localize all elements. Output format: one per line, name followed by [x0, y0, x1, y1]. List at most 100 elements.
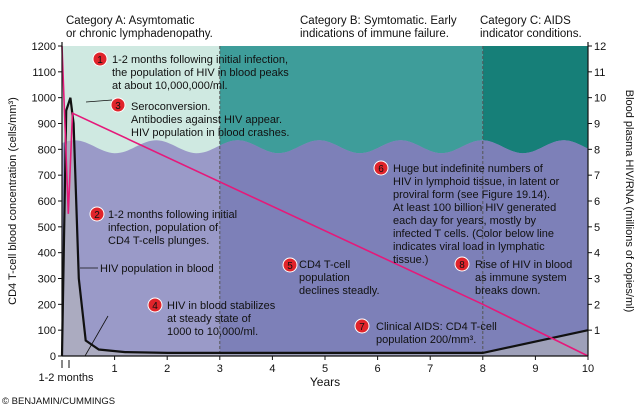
annotation-6-text: tissue.) — [393, 254, 428, 266]
annotation-4-text: HIV in blood stabilizes — [167, 300, 276, 312]
hiv-blood-line — [60, 97, 589, 357]
annotation-3-number: 3 — [115, 101, 121, 112]
annotation-2-text: infection, population of — [108, 222, 219, 234]
annotation-3-text: HIV population in blood crashes. — [131, 127, 289, 139]
x-axis-title: Years — [310, 375, 340, 389]
y-left-tick-label: 700 — [38, 170, 56, 182]
y-left-tick-label: 800 — [38, 144, 56, 156]
annotation-4-text: 1000 to 10,000/ml. — [167, 326, 258, 338]
annotation-1-number: 1 — [97, 55, 103, 66]
y-left-tick-label: 900 — [38, 119, 56, 131]
y-right-axis-title: Blood plasma HIV/RNA (millions of copies… — [623, 90, 635, 313]
annotation-8-text: as immune system — [475, 272, 567, 284]
annotation-8-number: 8 — [459, 260, 465, 271]
months-label: 1-2 months — [38, 372, 94, 384]
x-tick-label: 5 — [322, 363, 328, 375]
hiv-blood-label: HIV population in blood — [100, 263, 214, 275]
annotation-4-pointer — [84, 315, 109, 357]
y-left-tick-label: 300 — [38, 274, 56, 286]
x-tick-label: 7 — [427, 363, 433, 375]
y-left-axis-title: CD4 T-cell blood concentration (cells/mm… — [7, 97, 19, 305]
x-tick-label: 9 — [532, 363, 538, 375]
annotation-5-text: population — [299, 272, 350, 284]
annotation-4-number: 4 — [152, 301, 158, 312]
y-left-tick-label: 1200 — [32, 41, 56, 53]
annotation-8-badge — [454, 256, 470, 272]
y-right-tick-label: 4 — [594, 248, 600, 260]
y-right-tick-label: 5 — [594, 222, 600, 234]
x-tick-label: 8 — [480, 363, 486, 375]
annotation-1-text: at about 10,000,000/ml. — [112, 80, 228, 92]
y-right-tick-label: 8 — [594, 144, 600, 156]
lymphoid-tissue-band — [62, 140, 588, 356]
y-left-tick-label: 200 — [38, 299, 56, 311]
annotation-1-badge — [92, 51, 108, 67]
annotation-1-text: the population of HIV in blood peaks — [112, 67, 289, 79]
annotation-3-badge — [110, 97, 126, 113]
axes: 0 100 200 300 400 500 600 700 800 900 1000 1100 1200… — [7, 41, 635, 389]
y-left-tick-label: 100 — [38, 325, 56, 337]
annotation-6-text: At least 100 billion HIV generated — [393, 202, 556, 214]
annotation-6-text: Huge but indefinite numbers of — [393, 163, 544, 175]
annotation-6-text: HIV in lymphoid tissue, in latent or — [393, 176, 560, 188]
annotation-2-badge — [89, 206, 105, 222]
y-left-tick-label: 600 — [38, 196, 56, 208]
x-tick-label: 6 — [375, 363, 381, 375]
annotation-7-number: 7 — [359, 322, 365, 333]
y-right-tick-label: 1 — [594, 325, 600, 337]
y-left-tick-label: 0 — [50, 351, 56, 363]
category-dividers — [219, 46, 484, 356]
y-right-tick-label: 12 — [594, 41, 606, 53]
y-left-tick-label: 400 — [38, 248, 56, 260]
y-right-tick-label: 10 — [594, 93, 606, 105]
x-tick-label: 2 — [164, 363, 170, 375]
annotation-5-number: 5 — [287, 261, 293, 272]
annotation-6-text: infected T cells. (Color below line — [393, 228, 554, 240]
annotation-1-text: 1-2 months following initial infection, — [112, 54, 288, 66]
x-tick-label: 10 — [582, 363, 594, 375]
y-right-tick-label: 9 — [594, 119, 600, 131]
annotation-3-pointer — [85, 99, 113, 103]
cat-c-label: indicator conditions. — [480, 28, 582, 40]
y-left-tick-label: 500 — [38, 222, 56, 234]
annotation-7-badge — [354, 318, 370, 334]
annotation-6-text: proviral form (see Figure 19.14). — [393, 189, 550, 201]
annotation-8-text: breaks down. — [475, 285, 540, 297]
cat-b-label: Category B: Symtomatic. Early — [300, 15, 457, 27]
annotation-5-text: CD4 T-cell — [299, 259, 350, 271]
annotation-3-text: Antibodies against HIV appear. — [131, 114, 282, 126]
annotation-6-badge — [373, 160, 389, 176]
cat-b-label: indications of immune failure. — [300, 28, 449, 40]
annotation-5-badge — [282, 257, 298, 273]
annotation-4-badge — [147, 297, 163, 313]
annotation-5-text: declines steadly. — [299, 285, 380, 297]
annotation-4-text: at steady state of — [167, 313, 252, 325]
annotation-2-text: CD4 T-cells plunges. — [108, 235, 209, 247]
y-right-tick-label: 2 — [594, 299, 600, 311]
annotation-2-text: 1-2 months following initial — [108, 209, 237, 221]
cat-a-label: or chronic lymphadenopathy. — [66, 28, 213, 40]
y-left-tick-label: 1000 — [32, 93, 56, 105]
annotation-6-text: indicates viral load in lymphatic — [393, 241, 545, 253]
annotation-2-number: 2 — [94, 210, 100, 221]
cat-a-label: Category A: Asymtomatic — [66, 15, 195, 27]
annotation-7-text: Clinical AIDS: CD4 T-cell — [376, 321, 497, 333]
annotation-6-number: 6 — [378, 164, 384, 175]
annotation-8-text: Rise of HIV in blood — [475, 259, 572, 271]
annotation-7-text: population 200/mm³. — [376, 334, 476, 346]
y-right-tick-label: 6 — [594, 196, 600, 208]
credit-text: © BENJAMIN/CUMMINGS — [2, 396, 115, 407]
lymphoid-band-late-tint — [219, 140, 588, 356]
y-right-tick-label: 7 — [594, 170, 600, 182]
x-tick-label: 4 — [269, 363, 275, 375]
y-right-tick-label: 11 — [594, 67, 605, 79]
annotation-6-text: each day for years, mostly by — [393, 215, 537, 227]
x-tick-label: 3 — [217, 363, 223, 375]
y-right-tick-label: 3 — [594, 274, 600, 286]
annotation-3-text: Seroconversion. — [131, 101, 211, 113]
y-left-tick-label: 1100 — [32, 67, 56, 79]
cat-c-label: Category C: AIDS — [480, 15, 571, 27]
x-tick-label: 1 — [112, 363, 118, 375]
